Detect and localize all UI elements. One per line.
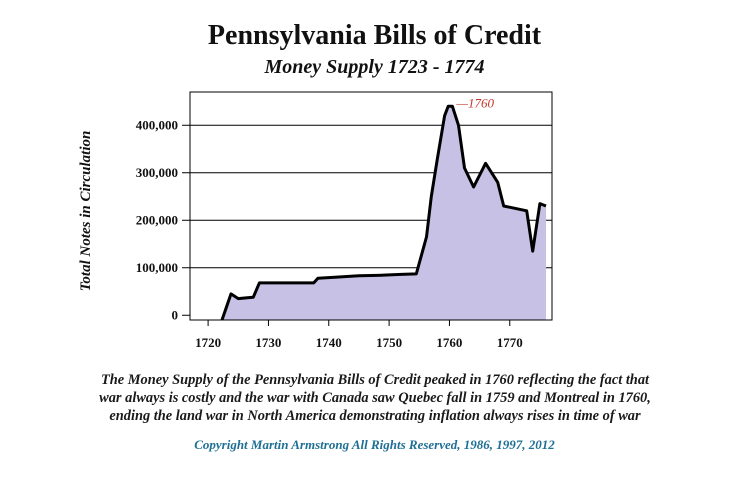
x-tick-label: 1750 [376,335,402,350]
x-tick-label: 1740 [316,335,342,350]
chart-title: Pennsylvania Bills of Credit [207,20,542,51]
x-tick-label: 1760 [436,335,462,350]
annotation-1760: —1760 [455,95,494,110]
y-tick-label: 0 [172,307,179,322]
caption: The Money Supply of the Pennsylvania Bil… [20,371,730,425]
y-tick-label: 300,000 [136,165,178,180]
caption-line: war always is costly and the war with Ca… [99,390,651,406]
y-axis: 0 100,000 200,000 300,000 400,000 [136,117,190,322]
copyright-notice: Copyright Martin Armstrong All Rights Re… [194,437,555,452]
series-line [220,104,547,321]
caption-line: ending the land war in North America dem… [109,408,641,424]
y-axis-label: Total Notes in Circulation [78,131,94,292]
chart-subtitle: Money Supply 1723 - 1774 [264,56,485,78]
area-fill [222,106,546,320]
caption-line: The Money Supply of the Pennsylvania Bil… [100,372,650,388]
x-tick-label: 1720 [195,335,221,350]
y-tick-label: 100,000 [136,260,178,275]
x-axis: 1720 1730 1740 1750 1760 1770 [195,320,523,350]
y-tick-label: 400,000 [136,117,178,132]
plot-frame [189,91,553,321]
x-tick-label: 1730 [255,335,281,350]
x-tick-label: 1770 [497,335,523,350]
y-tick-label: 200,000 [136,212,178,227]
